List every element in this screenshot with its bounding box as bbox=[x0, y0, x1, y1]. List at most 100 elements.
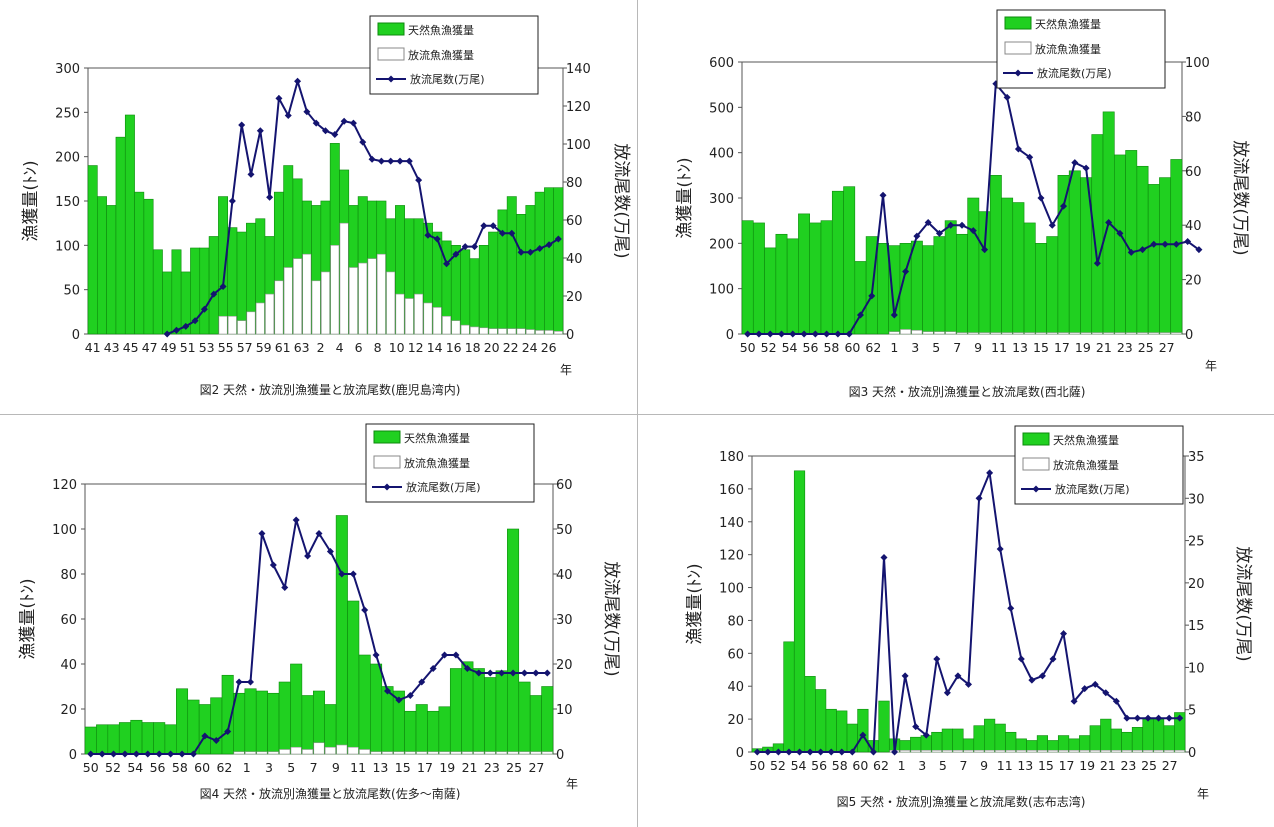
x-tick-label: 21 bbox=[1100, 758, 1116, 773]
wild-catch-bar bbox=[978, 211, 991, 335]
wild-catch-bar bbox=[115, 136, 126, 335]
release-count-point bbox=[777, 330, 785, 338]
wild-catch-bar bbox=[1125, 150, 1138, 335]
legend-swatch-wild bbox=[1022, 432, 1050, 446]
hatchery-catch-bar bbox=[963, 750, 974, 753]
x-tick-label: 3 bbox=[918, 758, 926, 773]
x-tick-label: 23 bbox=[1117, 340, 1133, 355]
hatchery-catch-bar bbox=[311, 280, 321, 335]
x-tick-label: 5 bbox=[939, 758, 947, 773]
x-unit-label: 年 bbox=[1205, 359, 1217, 373]
wild-catch-bar bbox=[910, 240, 923, 335]
release-count-point bbox=[509, 669, 517, 677]
release-count-point bbox=[1155, 714, 1163, 722]
x-tick-label: 19 bbox=[1079, 758, 1095, 773]
release-count-point bbox=[992, 80, 1000, 88]
release-count-point bbox=[545, 241, 553, 249]
x-tick-label: 1 bbox=[890, 340, 898, 355]
hatchery-catch-bar bbox=[1026, 750, 1037, 753]
x-tick-label: 58 bbox=[823, 340, 839, 355]
release-count-point bbox=[383, 687, 391, 695]
figure-caption: 図4 天然・放流別漁獲量と放流尾数(佐多～南薩) bbox=[200, 786, 461, 801]
hatchery-catch-bar bbox=[496, 751, 508, 755]
hatchery-catch-bar bbox=[386, 271, 396, 335]
wild-catch-bar bbox=[415, 704, 428, 755]
x-tick-label: 52 bbox=[105, 760, 121, 775]
wild-catch-bar bbox=[764, 247, 777, 335]
wild-catch-bar bbox=[404, 710, 417, 755]
release-count-point bbox=[368, 155, 376, 163]
wild-catch-bar bbox=[152, 249, 163, 335]
hatchery-catch-bar bbox=[922, 331, 934, 335]
hatchery-catch-bar bbox=[1080, 332, 1092, 335]
wild-catch-bar bbox=[97, 196, 107, 335]
release-count-point bbox=[827, 748, 835, 756]
chart-panel-kagoshima-bay: 0 50 100 150 200 250 300 0 20 40 60 80 100 120 140 41 43… bbox=[0, 0, 637, 414]
release-count-point bbox=[144, 750, 152, 758]
release-count-point bbox=[986, 469, 994, 477]
release-count-point bbox=[1038, 672, 1046, 680]
release-count-point bbox=[406, 692, 414, 699]
y2-tick-label: 20 bbox=[556, 658, 573, 673]
x-tick-label: 13 bbox=[372, 760, 388, 775]
hatchery-catch-bar bbox=[461, 751, 473, 755]
wild-catch-bar bbox=[1100, 718, 1112, 753]
hatchery-catch-bar bbox=[952, 750, 964, 753]
wild-catch-bar bbox=[529, 695, 542, 755]
hatchery-catch-bar bbox=[1016, 750, 1027, 753]
release-count-point bbox=[247, 678, 255, 686]
release-count-point bbox=[1081, 685, 1089, 693]
y2-tick-label: 10 bbox=[1188, 661, 1205, 676]
hatchery-catch-bar bbox=[339, 222, 349, 335]
x-tick-label: 56 bbox=[811, 758, 827, 773]
hatchery-catch-bar bbox=[393, 751, 405, 755]
legend-swatch-wild bbox=[373, 430, 401, 444]
x-tick-label: 62 bbox=[873, 758, 889, 773]
wild-catch-bar bbox=[358, 654, 371, 755]
hatchery-catch-bar bbox=[359, 749, 371, 755]
wild-catch-bar bbox=[208, 236, 219, 335]
release-count-point bbox=[1133, 714, 1141, 722]
y2-tick-label: 0 bbox=[556, 748, 564, 763]
y-tick-label: 80 bbox=[60, 568, 77, 583]
wild-catch-bar bbox=[171, 249, 182, 335]
wild-catch-bar bbox=[244, 688, 257, 755]
wild-catch-bar bbox=[507, 528, 520, 755]
hatchery-catch-bar bbox=[439, 751, 451, 755]
y2-tick-label: 25 bbox=[1188, 535, 1205, 550]
wild-catch-bar bbox=[472, 668, 485, 755]
release-count-point bbox=[1127, 248, 1135, 256]
release-count-point bbox=[132, 750, 140, 758]
release-count-point bbox=[796, 748, 804, 756]
y-tick-label: 500 bbox=[709, 101, 734, 116]
wild-catch-bar bbox=[962, 738, 975, 753]
legend-label-release: 放流尾数(万尾) bbox=[1037, 66, 1112, 80]
x-tick-label: 15 bbox=[1038, 758, 1054, 773]
y-tick-label: 300 bbox=[55, 62, 80, 77]
release-count-point bbox=[520, 669, 528, 677]
y2-tick-label: 20 bbox=[1185, 274, 1202, 289]
x-tick-label: 15 bbox=[395, 760, 411, 775]
hatchery-catch-bar bbox=[330, 245, 340, 335]
wild-catch-bar bbox=[1001, 197, 1014, 335]
release-count-point bbox=[1049, 655, 1057, 663]
wild-catch-bar bbox=[922, 245, 935, 335]
x-tick-label: 55 bbox=[218, 340, 234, 355]
y-tick-label: 150 bbox=[55, 195, 80, 210]
x-tick-label: 4 bbox=[336, 340, 344, 355]
wild-catch-bar bbox=[804, 676, 816, 753]
wild-catch-bar bbox=[198, 704, 211, 755]
x-tick-label: 14 bbox=[427, 340, 443, 355]
release-count-point bbox=[981, 246, 989, 254]
release-count-point bbox=[498, 229, 506, 237]
release-count-point bbox=[526, 248, 534, 256]
wild-catch-bar bbox=[1023, 222, 1036, 335]
wild-catch-bar bbox=[877, 243, 889, 335]
hatchery-catch-bar bbox=[451, 320, 461, 335]
wild-catch-bar bbox=[1147, 184, 1160, 335]
release-count-point bbox=[943, 689, 951, 697]
release-count-point bbox=[838, 748, 846, 756]
release-count-point bbox=[172, 326, 180, 334]
release-count-point bbox=[1026, 153, 1034, 161]
wild-catch-bar bbox=[910, 736, 922, 753]
